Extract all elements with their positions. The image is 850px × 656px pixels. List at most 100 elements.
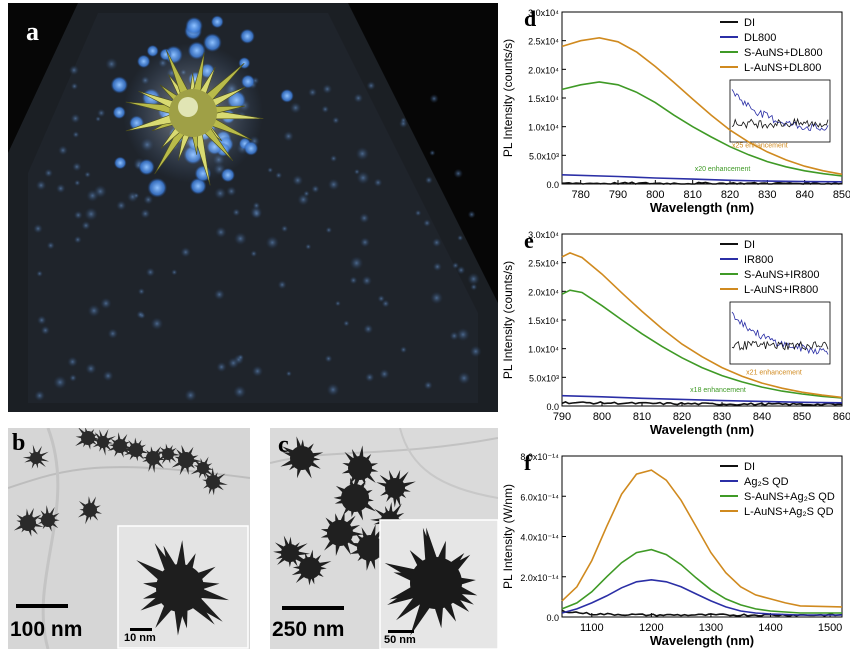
scale-label-c: 250 nm <box>272 618 345 641</box>
y-tick-label: 2.0x10⁴ <box>528 65 559 75</box>
legend-entry: Ag₂S QD <box>744 476 789 488</box>
y-tick-label: 0.0 <box>546 402 559 412</box>
annotation-label: x20 enhancement <box>695 166 751 173</box>
panel-label-c: c <box>278 432 289 458</box>
series-line <box>561 181 843 185</box>
chart-e-svg: 790 800 810 820 830 840 850 860 0.0 5.0x10³ 1.0x10… <box>501 230 850 437</box>
y-axis-label: PL Intensity (W/nm) <box>501 484 515 589</box>
legend-entry: L-AuNS+Ag₂S QD <box>744 506 834 518</box>
panel-e-chart: 790 800 810 820 830 840 850 860 0.0 5.0x10³ 1.0x10… <box>500 222 850 440</box>
nanostar-particle <box>136 540 229 636</box>
x-axis-label: Wavelength (nm) <box>650 633 754 648</box>
y-tick-label: 2.0x10⁻¹⁴ <box>520 573 559 583</box>
annotation-label: x18 enhancement <box>690 387 746 394</box>
nanostar-particle <box>376 469 416 508</box>
nanostar-particle <box>36 505 60 532</box>
y-tick-label: 2.5x10⁴ <box>528 37 559 47</box>
x-tick-label: 800 <box>593 411 611 423</box>
y-tick-label: 4.0x10⁻¹⁴ <box>520 533 559 543</box>
tem-image-b <box>7 427 251 650</box>
x-axis-label: Wavelength (nm) <box>650 200 754 215</box>
y-tick-label: 5.0x10³ <box>529 373 559 383</box>
y-tick-label: 1.0x10⁴ <box>528 123 559 133</box>
legend-entry: DI <box>744 461 755 473</box>
nanostar-particle <box>291 549 332 586</box>
panel-label-e: e <box>524 228 534 253</box>
x-tick-label: 790 <box>609 189 627 201</box>
series-line <box>561 394 843 404</box>
x-tick-label: 830 <box>758 189 776 201</box>
x-tick-label: 850 <box>833 189 850 201</box>
nanostar-particle <box>75 427 100 450</box>
y-tick-label: 5.0x10³ <box>529 151 559 161</box>
panel-f-chart: 1100 1200 1300 1400 1500 0.0 2.0x10⁻¹⁴ 4.0x10⁻¹… <box>500 444 850 651</box>
y-tick-label: 8.0x10⁻¹⁴ <box>520 452 559 462</box>
x-tick-label: 850 <box>793 411 811 423</box>
nanostar-particle <box>333 477 376 521</box>
panel-a-image: a <box>8 3 498 412</box>
nanostar-particle <box>202 467 228 496</box>
x-tick-label: 840 <box>795 189 813 201</box>
series-line <box>561 174 843 183</box>
series-line <box>561 36 843 176</box>
chart-d-svg: 780 790 800 810 820 830 840 850 0.0 5.0x10³ 1.0x10… <box>501 8 850 215</box>
nanostar-particle <box>13 507 44 537</box>
x-axis-label: Wavelength (nm) <box>650 422 754 437</box>
nanostar-particle <box>121 437 149 462</box>
nanostar-particle <box>273 535 311 568</box>
nanostar-particle <box>341 445 379 490</box>
scale-bar-c <box>282 606 344 610</box>
panel-label-d: d <box>524 6 537 31</box>
x-tick-label: 860 <box>833 411 850 423</box>
y-tick-label: 1.5x10⁴ <box>528 316 559 326</box>
legend-entry: DI <box>744 17 755 29</box>
y-axis-label: PL Intensity (counts/s) <box>501 39 515 157</box>
nanostar-particle <box>320 511 364 557</box>
nanostar-particle <box>142 446 166 473</box>
chart-f-svg: 1100 1200 1300 1400 1500 0.0 2.0x10⁻¹⁴ 4.0x10⁻¹… <box>501 452 843 648</box>
nanostar-particle <box>384 527 478 636</box>
nanostar-cluster-c <box>273 436 416 586</box>
y-tick-label: 0.0 <box>546 180 559 190</box>
inset-nanostar-c <box>384 527 478 636</box>
series-line <box>561 548 842 614</box>
y-tick-label: 6.0x10⁻¹⁴ <box>520 492 559 502</box>
series-line <box>561 578 842 616</box>
nanostar-particle <box>77 496 103 525</box>
legend-entry: IR800 <box>744 254 773 266</box>
legend-entry: S-AuNS+IR800 <box>744 269 820 281</box>
x-tick-label: 810 <box>633 411 651 423</box>
x-tick-label: 1200 <box>639 622 663 634</box>
series-line <box>561 401 843 407</box>
y-axis-label: PL Intensity (counts/s) <box>501 261 515 379</box>
x-tick-label: 1300 <box>699 622 723 634</box>
tem-image-c <box>269 427 499 650</box>
inset-scale-bar-b <box>130 628 152 631</box>
x-tick-label: 810 <box>683 189 701 201</box>
series-line <box>561 469 843 608</box>
inset-scale-bar-c <box>388 630 414 633</box>
panel-label-b: b <box>12 430 26 456</box>
y-tick-label: 3.0x10⁴ <box>528 230 559 240</box>
x-tick-label: 820 <box>721 189 739 201</box>
series-line <box>561 289 843 399</box>
y-tick-label: 1.5x10⁴ <box>528 94 559 104</box>
x-tick-label: 830 <box>713 411 731 423</box>
inset-scale-label-c: 50 nm <box>384 634 416 646</box>
panel-b-image: b 100 nm 10 nm <box>7 427 251 650</box>
panel-d-chart: 780 790 800 810 820 830 840 850 0.0 5.0x10³ 1.0x10… <box>500 0 850 218</box>
nanostar-cluster-b <box>13 427 228 537</box>
series-line <box>561 252 843 399</box>
x-tick-label: 1400 <box>758 622 782 634</box>
x-tick-label: 790 <box>553 411 571 423</box>
nanostar-particle <box>280 436 324 479</box>
inset-plot <box>729 79 831 143</box>
x-tick-label: 800 <box>646 189 664 201</box>
nanostar-particle <box>90 429 116 456</box>
inset-nanostar-b <box>136 540 229 636</box>
x-tick-label: 1500 <box>818 622 842 634</box>
x-tick-label: 840 <box>753 411 771 423</box>
annotation-label: x21 enhancement <box>746 369 802 376</box>
y-tick-label: 2.0x10⁴ <box>528 287 559 297</box>
panel-label-a: a <box>26 17 39 46</box>
